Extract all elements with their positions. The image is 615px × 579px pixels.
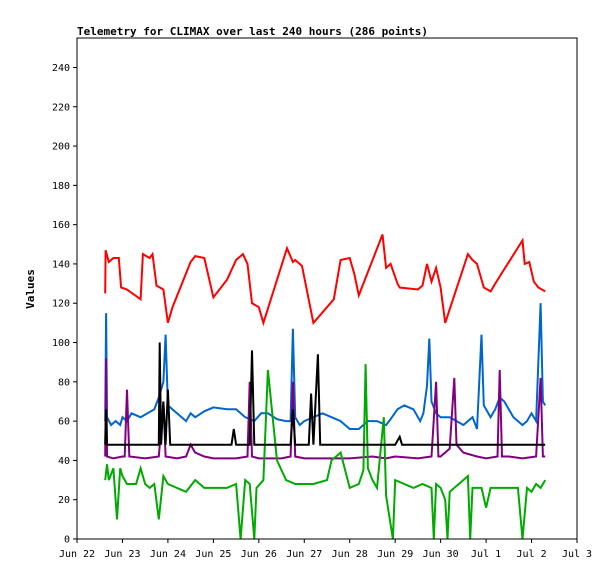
x-tick-label: Jul 2 xyxy=(516,549,546,560)
y-tick-label: 200 xyxy=(52,142,70,153)
y-tick-label: 0 xyxy=(64,535,70,546)
x-tick-label: Jun 22 xyxy=(59,549,95,560)
x-tick-label: Jun 29 xyxy=(377,549,413,560)
plot-frame xyxy=(76,37,578,540)
y-tick-label: 240 xyxy=(52,63,70,74)
x-tick-label: Jun 26 xyxy=(241,549,277,560)
y-tick-label: 220 xyxy=(52,102,70,113)
y-tick-label: 180 xyxy=(52,181,70,192)
x-tick-label: Jul 1 xyxy=(471,549,501,560)
series-layer xyxy=(104,234,547,540)
y-tick-label: 20 xyxy=(58,495,70,506)
y-tick-label: 160 xyxy=(52,220,70,231)
x-tick-label: Jul 3 xyxy=(562,549,592,560)
x-tick-label: Jun 23 xyxy=(104,549,140,560)
y-tick-label: 120 xyxy=(52,299,70,310)
y-tick-label: 40 xyxy=(58,456,70,467)
x-tick-label: Jun 28 xyxy=(332,549,368,560)
series-line-1 xyxy=(104,234,546,327)
y-axis: 0 20 40 60 80 100 120 140 160 180 200 220 240 xyxy=(52,63,77,546)
y-axis-label: Values xyxy=(24,269,37,309)
x-axis: Jun 22 Jun 23 Jun 24 Jun 25 Jun 26 Jun 27 Jun … xyxy=(59,539,592,560)
series-line-5 xyxy=(104,342,546,446)
x-tick-label: Jun 24 xyxy=(150,549,186,560)
y-tick-label: 60 xyxy=(58,417,70,428)
chart-title: Telemetry for CLIMAX over last 240 hours… xyxy=(77,25,428,38)
y-tick-label: 140 xyxy=(52,259,70,270)
y-tick-label: 80 xyxy=(58,377,70,388)
x-tick-label: Jun 30 xyxy=(423,549,459,560)
series-line-2 xyxy=(104,303,547,430)
x-tick-label: Jun 25 xyxy=(195,549,231,560)
x-tick-label: Jun 27 xyxy=(286,549,322,560)
y-tick-label: 100 xyxy=(52,338,70,349)
series-line-4 xyxy=(104,364,547,540)
